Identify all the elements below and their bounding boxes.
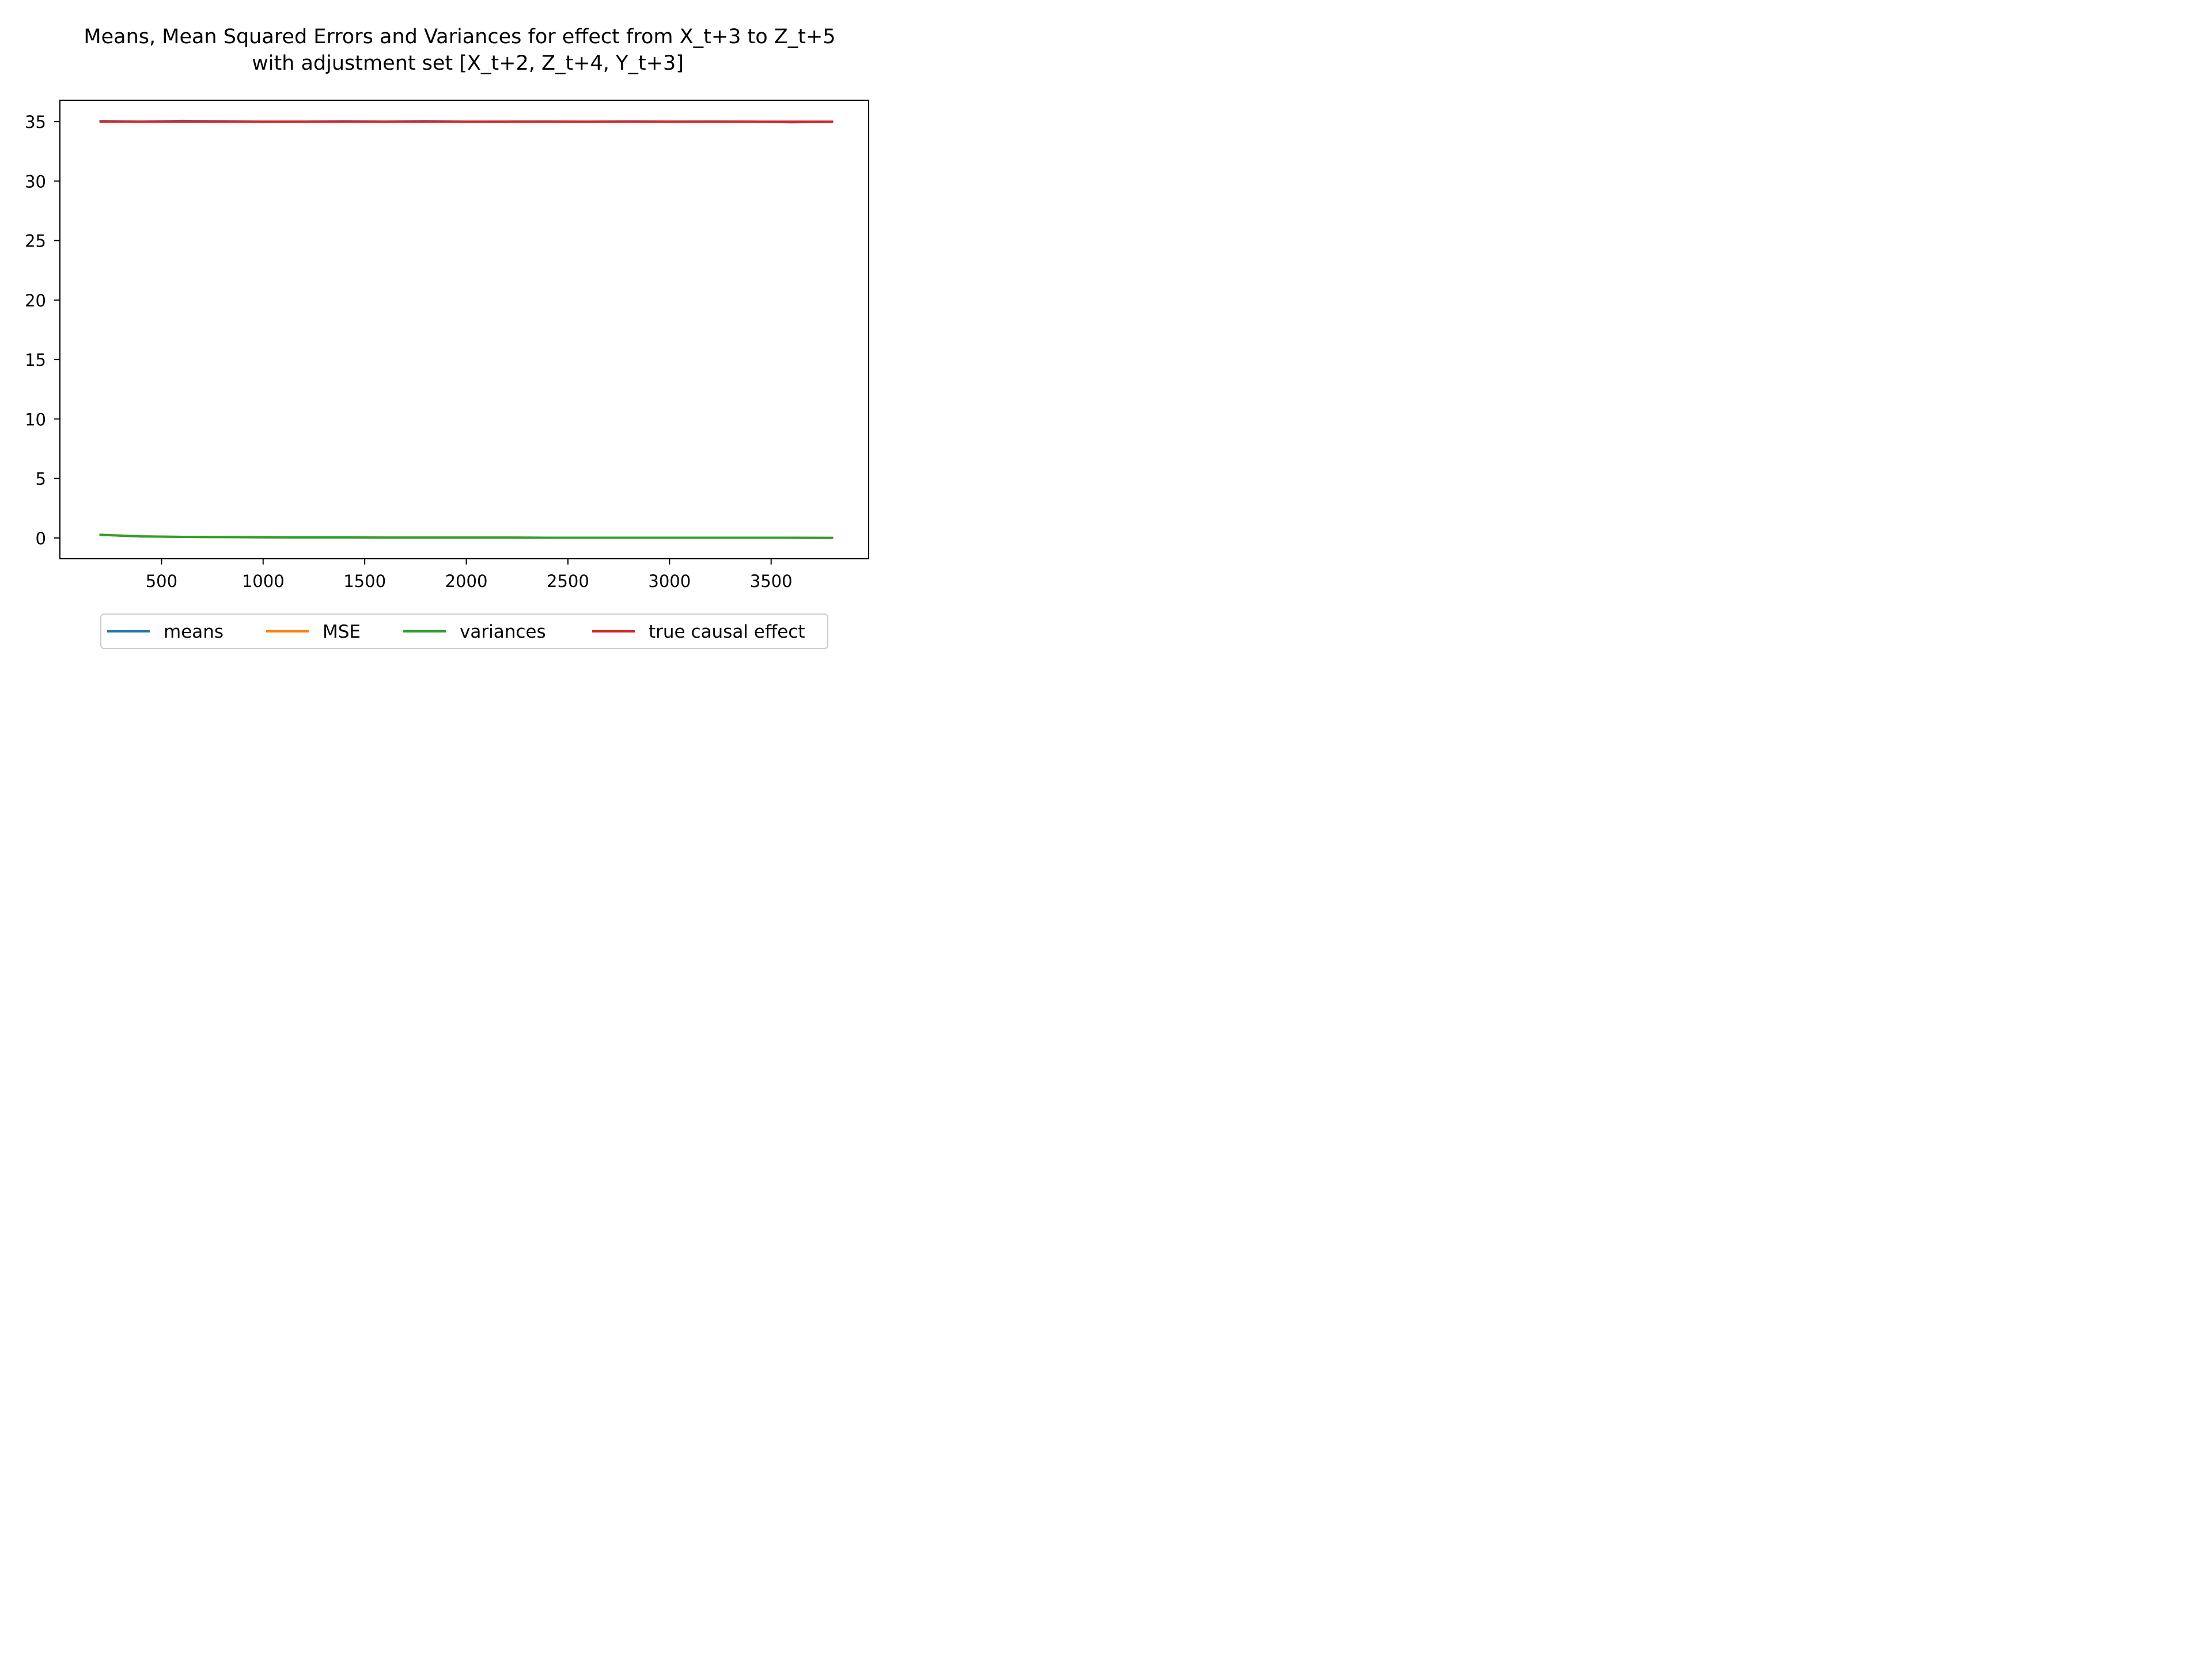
y-tick-label: 30 — [25, 172, 46, 191]
x-tick-label: 3000 — [648, 571, 691, 591]
x-tick-label: 1500 — [343, 571, 386, 591]
y-tick-label: 35 — [25, 112, 46, 132]
y-tick-label: 0 — [36, 529, 46, 548]
y-tick-label: 20 — [25, 291, 46, 310]
x-axis: 500 1000 1500 2000 2500 3000 3500 — [146, 559, 793, 591]
y-tick-label: 25 — [25, 232, 46, 251]
legend-label-mse: MSE — [323, 622, 361, 642]
x-tick-label: 3500 — [750, 571, 793, 591]
chart-title-line2: with adjustment set [X_t+2, Z_t+4, Y_t+3… — [252, 52, 684, 75]
x-tick-label: 2500 — [547, 571, 589, 591]
y-axis: 0 5 10 15 20 25 30 35 — [25, 112, 60, 548]
y-tick-label: 10 — [25, 410, 46, 429]
legend-label-true-causal-effect: true causal effect — [649, 622, 805, 642]
series-layer — [99, 119, 834, 539]
legend-box — [100, 613, 828, 649]
series-line-variances — [99, 533, 834, 539]
legend-label-variances: variances — [460, 622, 546, 642]
x-tick-label: 1000 — [242, 571, 285, 591]
chart: Means, Mean Squared Errors and Variances… — [25, 25, 869, 649]
plot-frame — [59, 100, 869, 559]
legend: means MSE variances true causal effect — [100, 613, 828, 649]
x-tick-label: 500 — [146, 571, 177, 591]
x-tick-label: 2000 — [445, 571, 488, 591]
y-tick-label: 5 — [36, 469, 46, 489]
chart-title-line1: Means, Mean Squared Errors and Variances… — [84, 25, 835, 48]
y-tick-label: 15 — [25, 350, 46, 370]
legend-label-means: means — [164, 622, 224, 642]
plot-area — [60, 100, 869, 559]
